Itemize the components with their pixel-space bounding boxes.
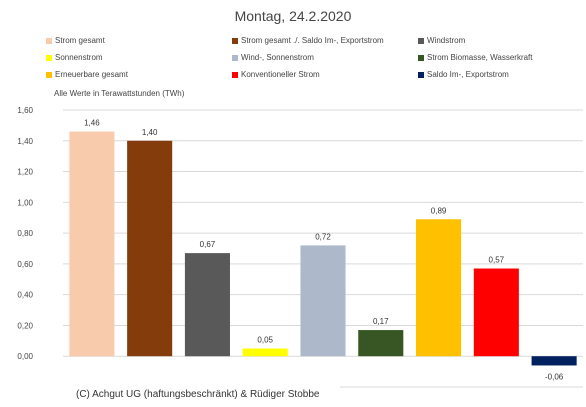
data-label: 0,05	[257, 336, 273, 345]
legend-swatch	[232, 37, 238, 44]
legend-item: Erneuerbare gesamt	[46, 70, 128, 79]
legend-item: Wind-, Sonnenstrom	[232, 53, 314, 62]
data-label: 0,57	[489, 256, 505, 265]
data-label: 0,17	[373, 317, 389, 326]
legend-label: Strom Biomasse, Wasserkraft	[427, 53, 533, 62]
data-label: 0,72	[315, 232, 331, 241]
legend-item: Strom gesamt ./. Saldo Im-, Exportstrom	[232, 36, 384, 45]
y-tick-label: 0,40	[17, 291, 33, 300]
legend-label: Wind-, Sonnenstrom	[241, 53, 314, 62]
legend-label: Saldo Im-, Exportstrom	[427, 70, 509, 79]
copyright-text: (C) Achgut UG (haftungsbeschränkt) & Rüd…	[76, 389, 320, 400]
y-tick-label: 1,40	[17, 137, 33, 146]
data-label: -0,06	[545, 372, 564, 381]
data-label: 1,40	[142, 128, 158, 137]
legend-item: Sonnenstrom	[46, 53, 103, 62]
legend-label: Konventioneller Strom	[241, 70, 320, 79]
legend-swatch	[232, 54, 238, 61]
y-tick-label: 0,00	[17, 352, 33, 361]
legend-swatch	[418, 71, 424, 78]
footer-panel	[0, 377, 340, 407]
legend-label: Erneuerbare gesamt	[55, 70, 128, 79]
legend-swatch	[418, 54, 424, 61]
bar	[242, 348, 288, 357]
y-tick-label: 1,20	[17, 168, 33, 177]
legend-swatch	[232, 71, 238, 78]
unit-note: Alle Werte in Terawattstunden (TWh)	[54, 89, 185, 98]
bar	[69, 131, 115, 357]
y-tick-label: 1,00	[17, 198, 33, 207]
data-label: 0,67	[200, 240, 216, 249]
legend-label: Strom gesamt ./. Saldo Im-, Exportstrom	[241, 36, 384, 45]
legend-item: Strom gesamt	[46, 36, 105, 45]
y-tick-label: 0,60	[17, 260, 33, 269]
chart-title: Montag, 24.2.2020	[234, 8, 352, 24]
legend-swatch	[46, 71, 52, 78]
data-label: 0,89	[431, 206, 447, 215]
bar	[358, 330, 404, 357]
legend-item: Windstrom	[418, 36, 465, 45]
legend-label: Sonnenstrom	[55, 53, 103, 62]
bar	[473, 268, 519, 357]
legend-item: Strom Biomasse, Wasserkraft	[418, 53, 533, 62]
bar	[184, 253, 230, 357]
legend-label: Windstrom	[427, 36, 466, 45]
data-label: 1,46	[84, 119, 100, 128]
legend-label: Strom gesamt	[55, 36, 105, 45]
y-tick-label: 1,60	[17, 106, 33, 115]
y-tick-label: 0,80	[17, 229, 33, 238]
legend-item: Saldo Im-, Exportstrom	[418, 70, 509, 79]
bar	[416, 219, 462, 357]
bar	[300, 245, 346, 357]
bar	[127, 140, 173, 357]
legend-item: Konventioneller Strom	[232, 70, 320, 79]
legend-swatch	[46, 37, 52, 44]
y-tick-label: 0,20	[17, 321, 33, 330]
legend-swatch	[418, 37, 424, 44]
bar	[531, 356, 577, 366]
legend-swatch	[46, 54, 52, 61]
